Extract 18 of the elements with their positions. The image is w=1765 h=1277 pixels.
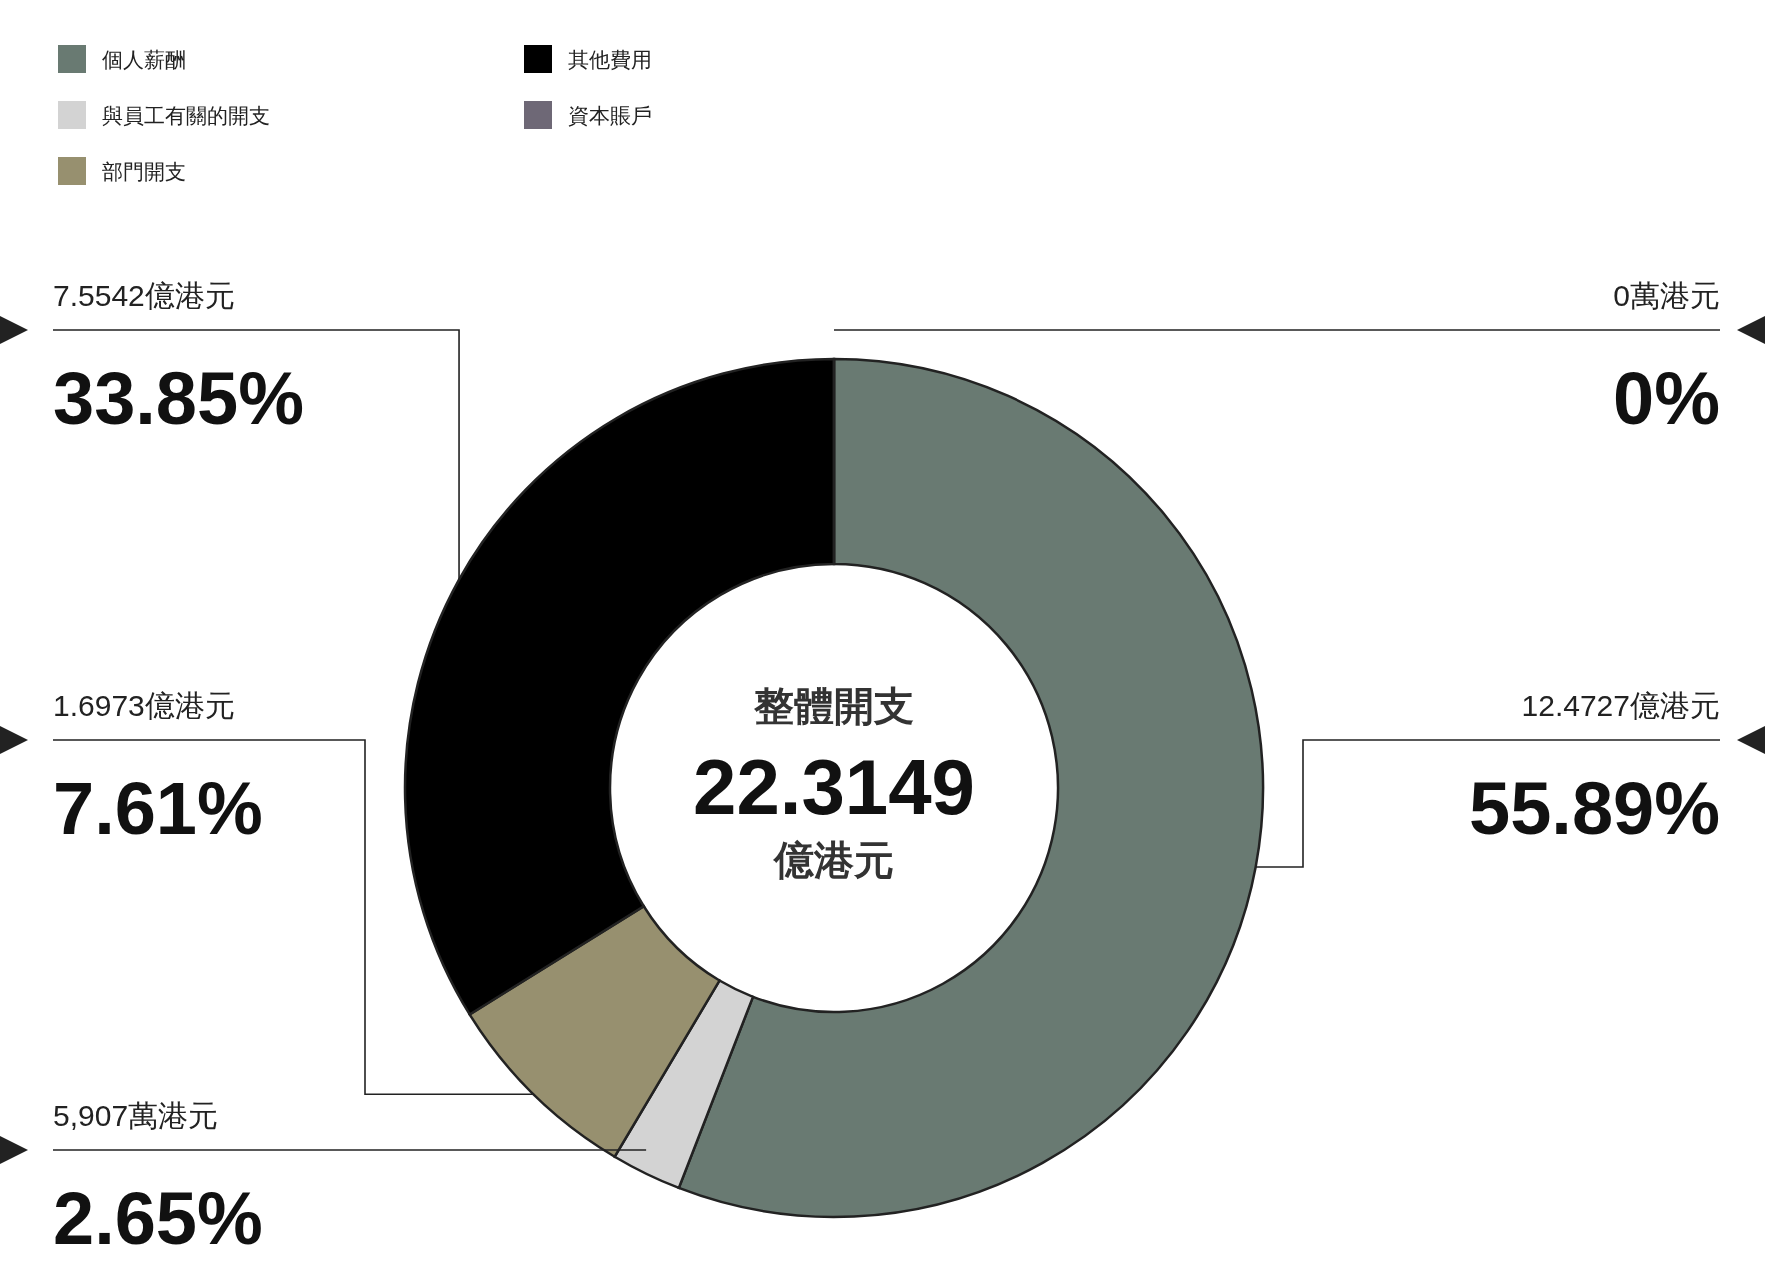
text: 12.4727億港元 [1521,689,1720,722]
legend-label: 個人薪酬 [102,48,186,71]
text: 整體開支 [753,684,914,728]
text: 1.6973億港元 [53,689,235,722]
legend-label: 資本賬戶 [568,104,652,127]
text: 5,907萬港元 [53,1099,219,1132]
data-label: 55.89% [1469,767,1720,850]
data-label: 33.85% [53,357,304,440]
legend-label: 其他費用 [568,48,652,71]
data-label: 2.65% [53,1177,263,1260]
text: 22.3149 [693,743,975,831]
legend-label: 部門開支 [102,160,186,183]
text: 億港元 [772,838,894,882]
text: 0% [1613,357,1720,440]
data-label: 7.61% [53,767,263,850]
legend-label: 與員工有關的開支 [102,104,270,127]
text: 0萬港元 [1613,279,1720,312]
text: 7.5542億港元 [53,279,235,312]
